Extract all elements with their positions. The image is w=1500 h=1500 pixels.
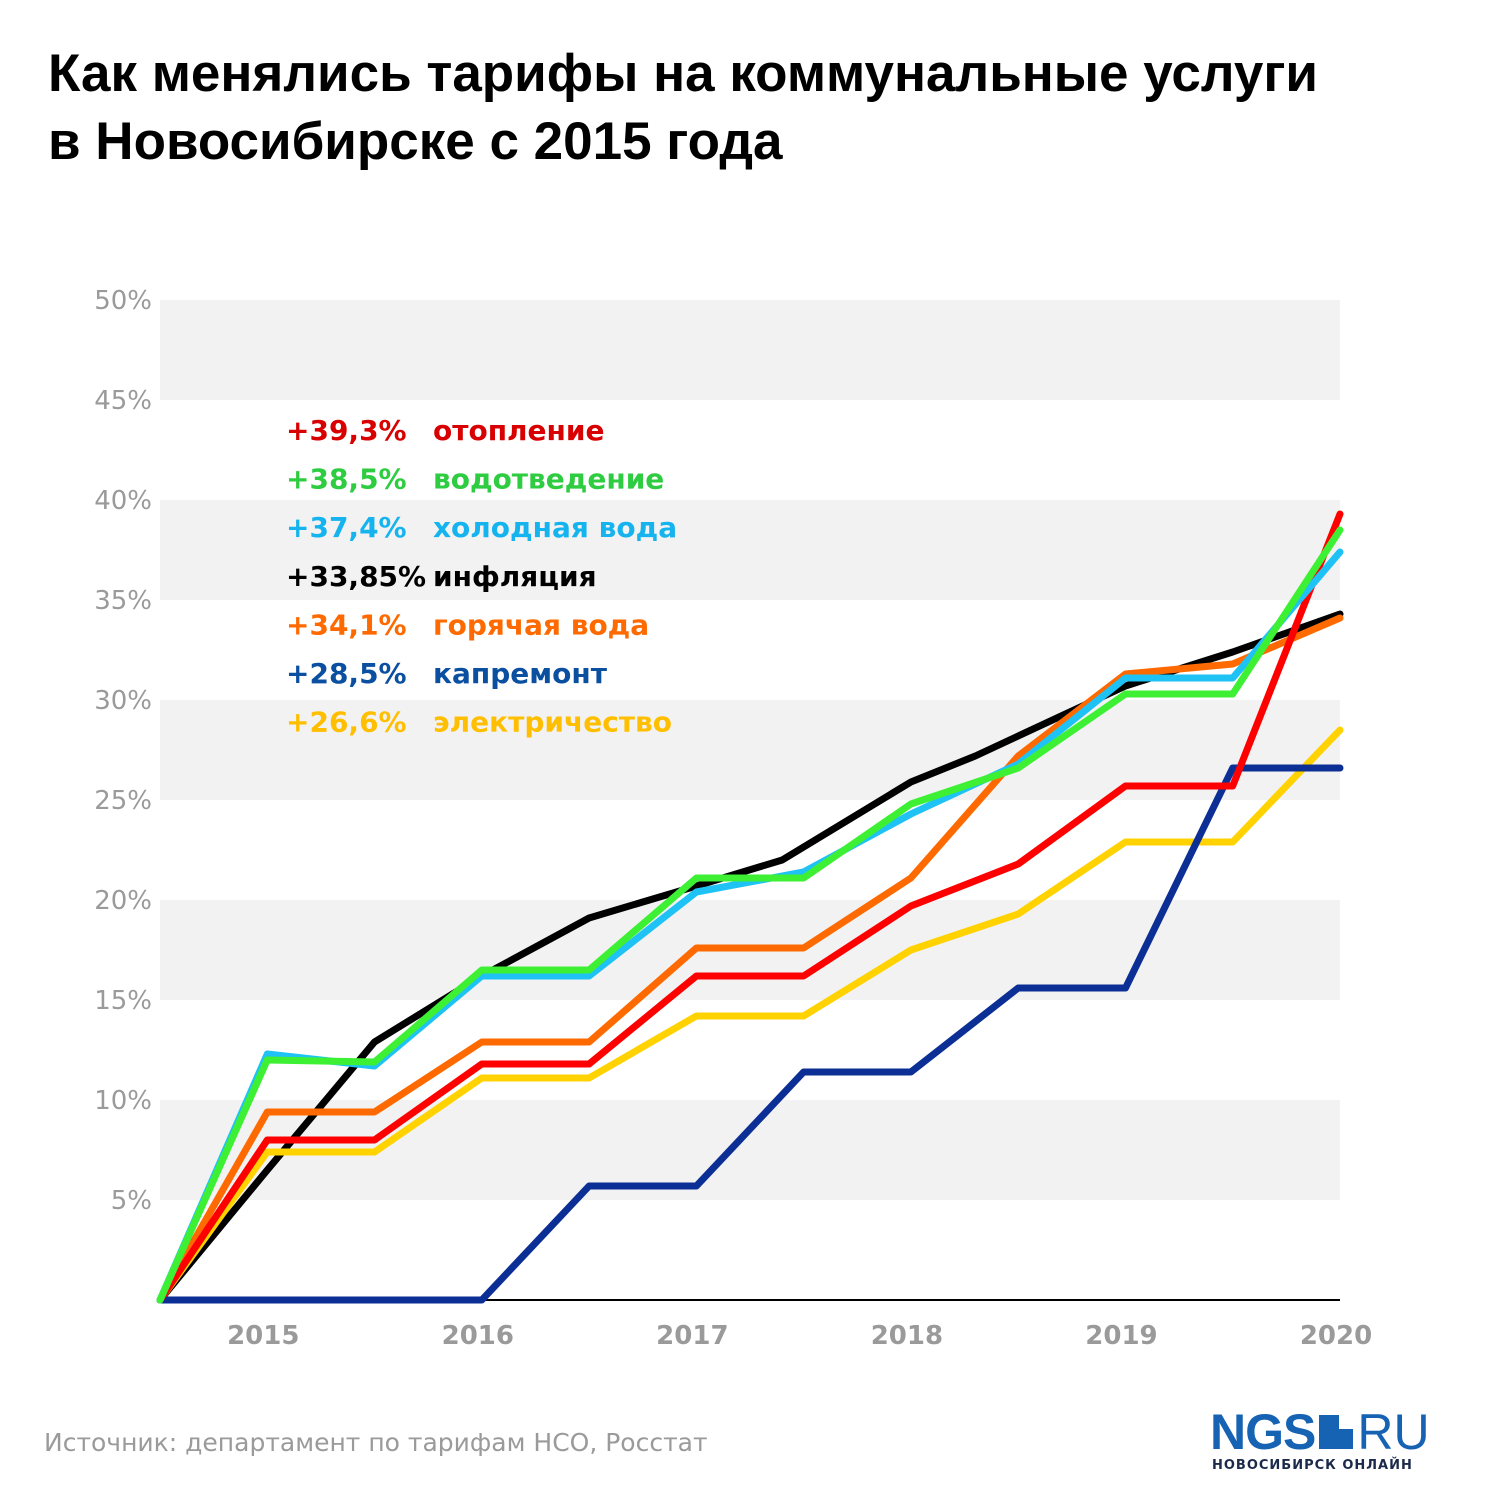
x-axis: 2015 2016 2017 2018 2019 2020 [227,1321,1372,1351]
logo-square-icon [1319,1415,1354,1449]
grid-band [160,300,1340,400]
y-tick-label: 30% [94,686,152,716]
y-tick-label: 40% [94,486,152,516]
legend-value: +26,6% [286,706,407,739]
x-tick-label: 2017 [656,1321,728,1351]
legend-name: водотведение [433,463,664,496]
title-line-2: в Новосибирске с 2015 года [48,112,783,171]
page-title: Как менялись тарифы на коммунальные услу… [48,40,1488,176]
legend-value: +38,5% [286,463,407,496]
legend-value: +37,4% [286,511,407,544]
y-tick-label: 45% [94,386,152,416]
series-line [156,726,1344,1304]
y-tick-label: 20% [94,886,152,916]
x-tick-label: 2019 [1085,1321,1157,1351]
logo-suffix: RU [1357,1404,1430,1460]
series-line [156,764,1344,1304]
legend-name: капремонт [433,657,608,690]
y-tick-label: 5% [111,1186,152,1216]
logo-text: NGS [1210,1404,1316,1460]
y-tick-label: 15% [94,986,152,1016]
legend-name: холодная вода [433,511,677,544]
y-tick-label: 10% [94,1086,152,1116]
y-tick-label: 50% [94,286,152,316]
ngs-logo[interactable]: NGS RU НОВОСИБИРСК ОНЛАЙН [1210,1404,1480,1478]
series-lines [156,510,1344,1304]
legend-value: +33,85% [286,560,426,593]
x-tick-label: 2015 [227,1321,299,1351]
grid-bands [160,300,1340,1200]
x-tick-label: 2016 [442,1321,514,1351]
grid-band [160,500,1340,600]
legend-value: +28,5% [286,657,407,690]
title-line-1: Как менялись тарифы на коммунальные услу… [48,44,1318,103]
source-note: Источник: департамент по тарифам НСО, Ро… [44,1428,708,1457]
legend: +39,3% отопление +38,5% водотведение +37,4% х… [286,414,677,739]
x-tick-label: 2018 [871,1321,943,1351]
legend-name: инфляция [433,560,597,593]
y-axis: 5% 10% 15% 20% 25% 30% 35% 40% 45% 50% [94,286,152,1216]
y-tick-label: 35% [94,586,152,616]
logo-subtitle: НОВОСИБИРСК ОНЛАЙН [1212,1458,1413,1473]
line-chart: 5%10%15%20%25%30%35%40%45%50% 2015 2016 20… [94,286,1372,1351]
legend-name: горячая вода [433,608,649,641]
series-line [156,614,1344,1304]
x-tick-label: 2020 [1300,1321,1372,1351]
series-line [156,510,1344,1304]
y-tick-label: 25% [94,786,152,816]
legend-name: электричество [433,706,672,739]
legend-value: +34,1% [286,608,407,641]
legend-value: +39,3% [286,414,407,447]
legend-name: отопление [433,414,605,447]
series-line [156,526,1344,1304]
